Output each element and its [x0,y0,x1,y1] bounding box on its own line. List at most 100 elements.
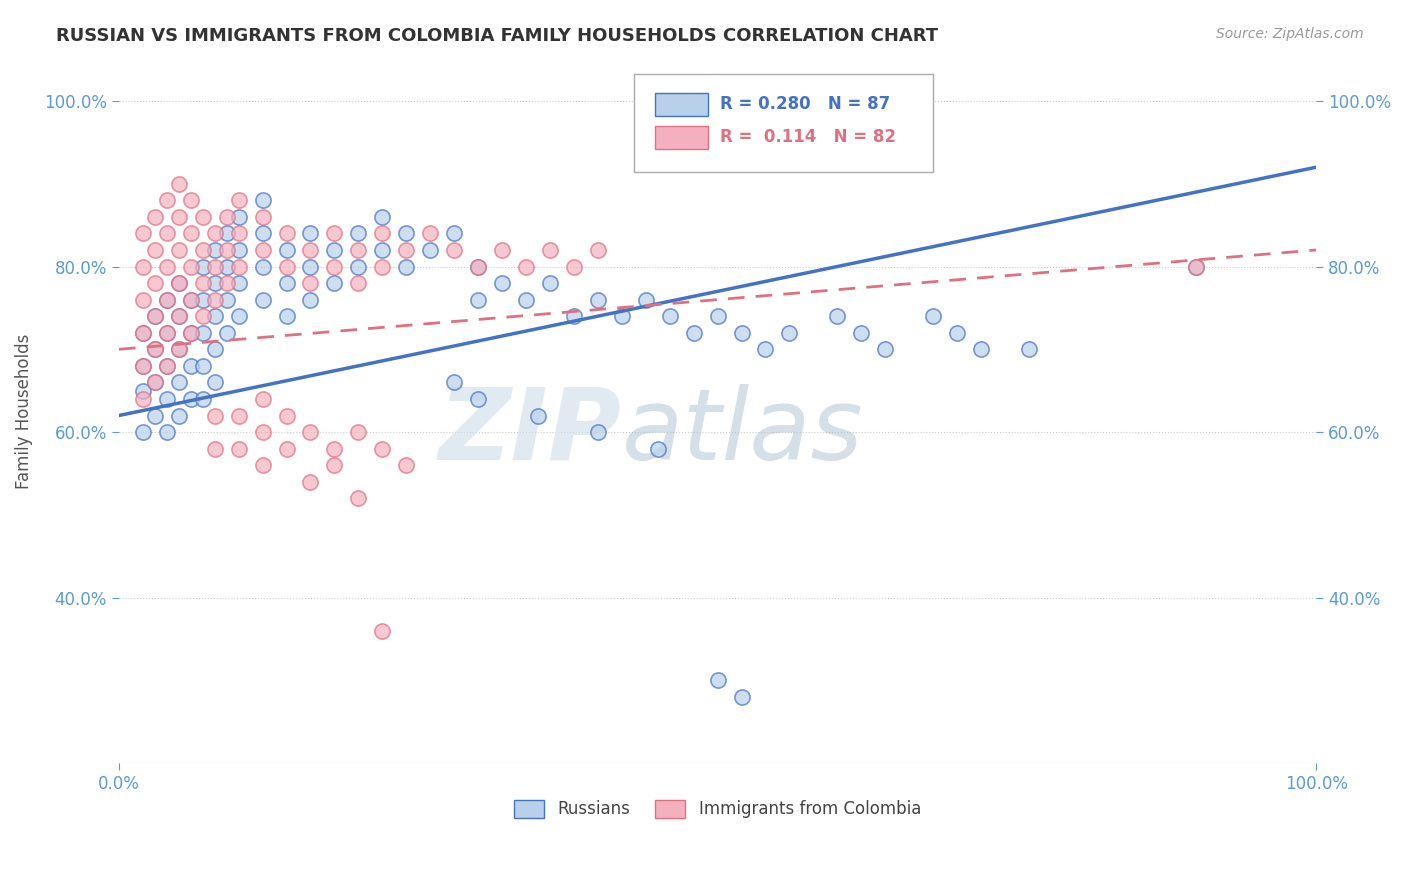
Point [515,293,537,307]
Point [347,260,370,274]
Point [143,243,166,257]
Point [276,276,298,290]
Point [276,409,298,423]
Point [204,243,226,257]
Point [191,359,214,373]
Point [215,227,238,241]
Point [156,392,179,406]
Point [204,409,226,423]
Point [132,326,155,340]
Point [299,293,322,307]
Point [156,359,179,373]
Point [156,326,179,340]
Point [610,309,633,323]
Point [228,210,250,224]
Point [467,293,489,307]
Point [156,326,179,340]
Point [180,293,202,307]
Point [167,243,190,257]
Point [299,425,322,439]
Point [347,227,370,241]
Point [167,177,190,191]
Point [180,260,202,274]
Point [586,243,609,257]
Point [180,359,202,373]
Point [228,243,250,257]
Point [299,276,322,290]
Point [180,227,202,241]
Point [167,409,190,423]
Legend: Russians, Immigrants from Colombia: Russians, Immigrants from Colombia [508,793,928,825]
Point [132,359,155,373]
Point [467,392,489,406]
Point [252,260,274,274]
Point [371,243,394,257]
Point [754,343,776,357]
Point [191,243,214,257]
Point [419,243,441,257]
Point [143,343,166,357]
Point [1185,260,1208,274]
Point [191,326,214,340]
Point [204,260,226,274]
Point [228,309,250,323]
Point [682,326,704,340]
Point [898,127,921,141]
Point [180,293,202,307]
Point [276,260,298,274]
Point [323,260,346,274]
Point [228,227,250,241]
Text: Source: ZipAtlas.com: Source: ZipAtlas.com [1216,27,1364,41]
Point [467,260,489,274]
Point [323,243,346,257]
Point [730,326,752,340]
Point [252,458,274,472]
Point [204,376,226,390]
Point [276,442,298,456]
Point [252,293,274,307]
Point [395,260,418,274]
Point [323,458,346,472]
Text: R =  0.114   N = 82: R = 0.114 N = 82 [720,128,896,146]
Point [706,673,728,688]
Point [156,293,179,307]
Point [443,243,465,257]
Point [167,210,190,224]
Point [252,425,274,439]
Point [167,276,190,290]
Point [180,326,202,340]
Point [191,309,214,323]
Point [395,243,418,257]
Point [1185,260,1208,274]
Point [167,309,190,323]
Point [443,227,465,241]
Point [347,425,370,439]
Point [851,326,873,340]
Point [191,210,214,224]
Point [647,442,669,456]
Point [371,442,394,456]
Point [191,276,214,290]
Point [156,227,179,241]
Point [191,293,214,307]
Point [215,210,238,224]
Point [706,309,728,323]
Point [276,243,298,257]
Point [252,210,274,224]
Point [252,227,274,241]
Point [515,260,537,274]
Point [946,326,969,340]
Point [299,227,322,241]
Point [827,309,849,323]
Point [323,276,346,290]
Point [419,227,441,241]
Point [156,293,179,307]
Point [371,227,394,241]
Point [180,326,202,340]
Point [143,309,166,323]
Point [143,309,166,323]
Point [156,425,179,439]
Point [204,343,226,357]
Point [215,293,238,307]
Point [156,359,179,373]
